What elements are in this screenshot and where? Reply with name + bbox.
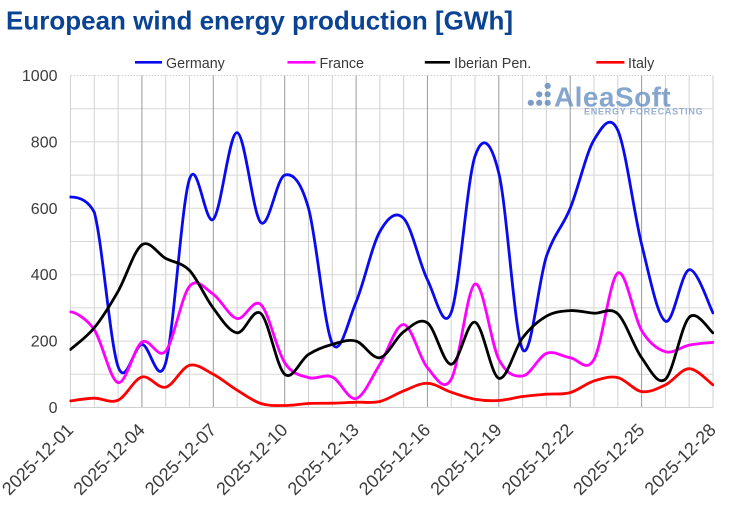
svg-text:0: 0 — [49, 400, 58, 417]
svg-text:ENERGY FORECASTING: ENERGY FORECASTING — [584, 107, 703, 117]
svg-text:France: France — [320, 56, 365, 72]
svg-text:1000: 1000 — [22, 68, 58, 85]
svg-text:400: 400 — [31, 267, 58, 284]
svg-text:600: 600 — [31, 201, 58, 218]
svg-text:Iberian Pen.: Iberian Pen. — [454, 56, 531, 72]
svg-text:800: 800 — [31, 134, 58, 151]
svg-text:Germany: Germany — [166, 56, 226, 72]
svg-text:200: 200 — [31, 334, 58, 351]
svg-text:European wind energy productio: European wind energy production [GWh] — [6, 6, 513, 36]
svg-text:AleaSoft: AleaSoft — [554, 82, 671, 113]
svg-text:Italy: Italy — [628, 56, 655, 72]
